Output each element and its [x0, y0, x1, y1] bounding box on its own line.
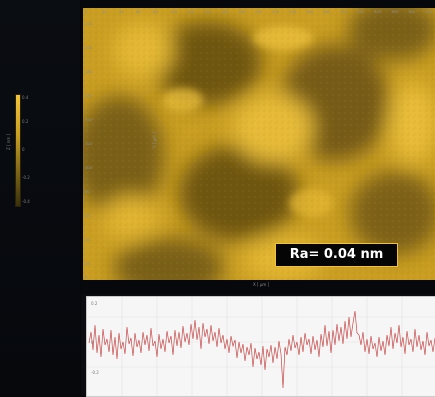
colorbar-tick: 0.4 — [22, 95, 29, 100]
top-axis-tick: 20 — [102, 9, 107, 14]
top-axis-tick: 120 — [187, 9, 195, 14]
profile-y-tick: -0.2 — [91, 370, 99, 375]
left-axis-tick: 0 — [85, 274, 88, 279]
left-axis-tick: 20 — [85, 261, 90, 266]
top-axis-tick: 300 — [340, 9, 348, 14]
left-axis-tick: 140 — [85, 117, 93, 122]
top-axis-tick: 80 — [153, 9, 158, 14]
colorbar-title: Z [ nm ] — [6, 133, 11, 150]
top-axis-tick: 140 — [204, 9, 212, 14]
colorbar-tick: -0.2 — [22, 175, 30, 180]
top-axis-tick: 260 — [306, 9, 314, 14]
left-axis-tick: 180 — [85, 69, 93, 74]
profile-y-tick: 0.2 — [91, 301, 98, 306]
top-axis-tick: 0 — [85, 9, 88, 14]
top-axis-tick: 280 — [323, 9, 331, 14]
colorbar-tick: 0 — [22, 147, 25, 152]
left-axis-tick: 160 — [85, 93, 93, 98]
top-axis-tick: 380 — [408, 9, 416, 14]
top-axis-tick: 100 — [170, 9, 178, 14]
top-axis-tick: 360 — [391, 9, 399, 14]
left-axis-tick: 220 — [85, 21, 93, 26]
top-axis-tick: 400 — [425, 9, 433, 14]
top-axis-tick: 60 — [136, 9, 141, 14]
left-axis-tick: 60 — [85, 213, 90, 218]
height-map-graphic — [83, 8, 435, 280]
top-axis-tick: 220 — [272, 9, 280, 14]
top-axis-tick: 160 — [221, 9, 229, 14]
top-axis-tick: 180 — [238, 9, 246, 14]
left-axis-tick: 200 — [85, 45, 93, 50]
roughness-badge: Ra= 0.04 nm — [275, 243, 398, 267]
color-scale-bar — [15, 94, 21, 207]
left-rail: 0.4 0.2 0 -0.2 -0.4 Z [ nm ] — [0, 0, 80, 395]
colorbar-tick: 0.2 — [22, 119, 29, 124]
top-axis-tick: 320 — [357, 9, 365, 14]
afm-height-map: 0 20 40 60 80 100 120 140 160 180 200 22… — [83, 8, 435, 280]
y-axis-label: Y [ μm ] — [152, 132, 157, 148]
top-axis-tick: 40 — [119, 9, 124, 14]
line-profile-panel: 0.2 0 -0.2 — [81, 294, 435, 397]
afm-image-panel: 0 20 40 60 80 100 120 140 160 180 200 22… — [81, 0, 435, 290]
top-axis-tick: 240 — [289, 9, 297, 14]
x-axis-label: X [ μm ] — [253, 282, 270, 287]
line-profile-plot: 0.2 0 -0.2 — [86, 296, 435, 397]
left-axis-tick: 40 — [85, 237, 90, 242]
profile-y-tick: 0 — [91, 340, 94, 345]
top-axis-tick: 340 — [374, 9, 382, 14]
left-axis-tick: 120 — [85, 141, 93, 146]
colorbar-tick: -0.4 — [22, 199, 30, 204]
top-axis-tick: 200 — [255, 9, 263, 14]
left-axis-tick: 80 — [85, 189, 90, 194]
profile-graphic: 0.2 0 -0.2 — [87, 297, 435, 396]
left-axis-tick: 100 — [85, 165, 93, 170]
